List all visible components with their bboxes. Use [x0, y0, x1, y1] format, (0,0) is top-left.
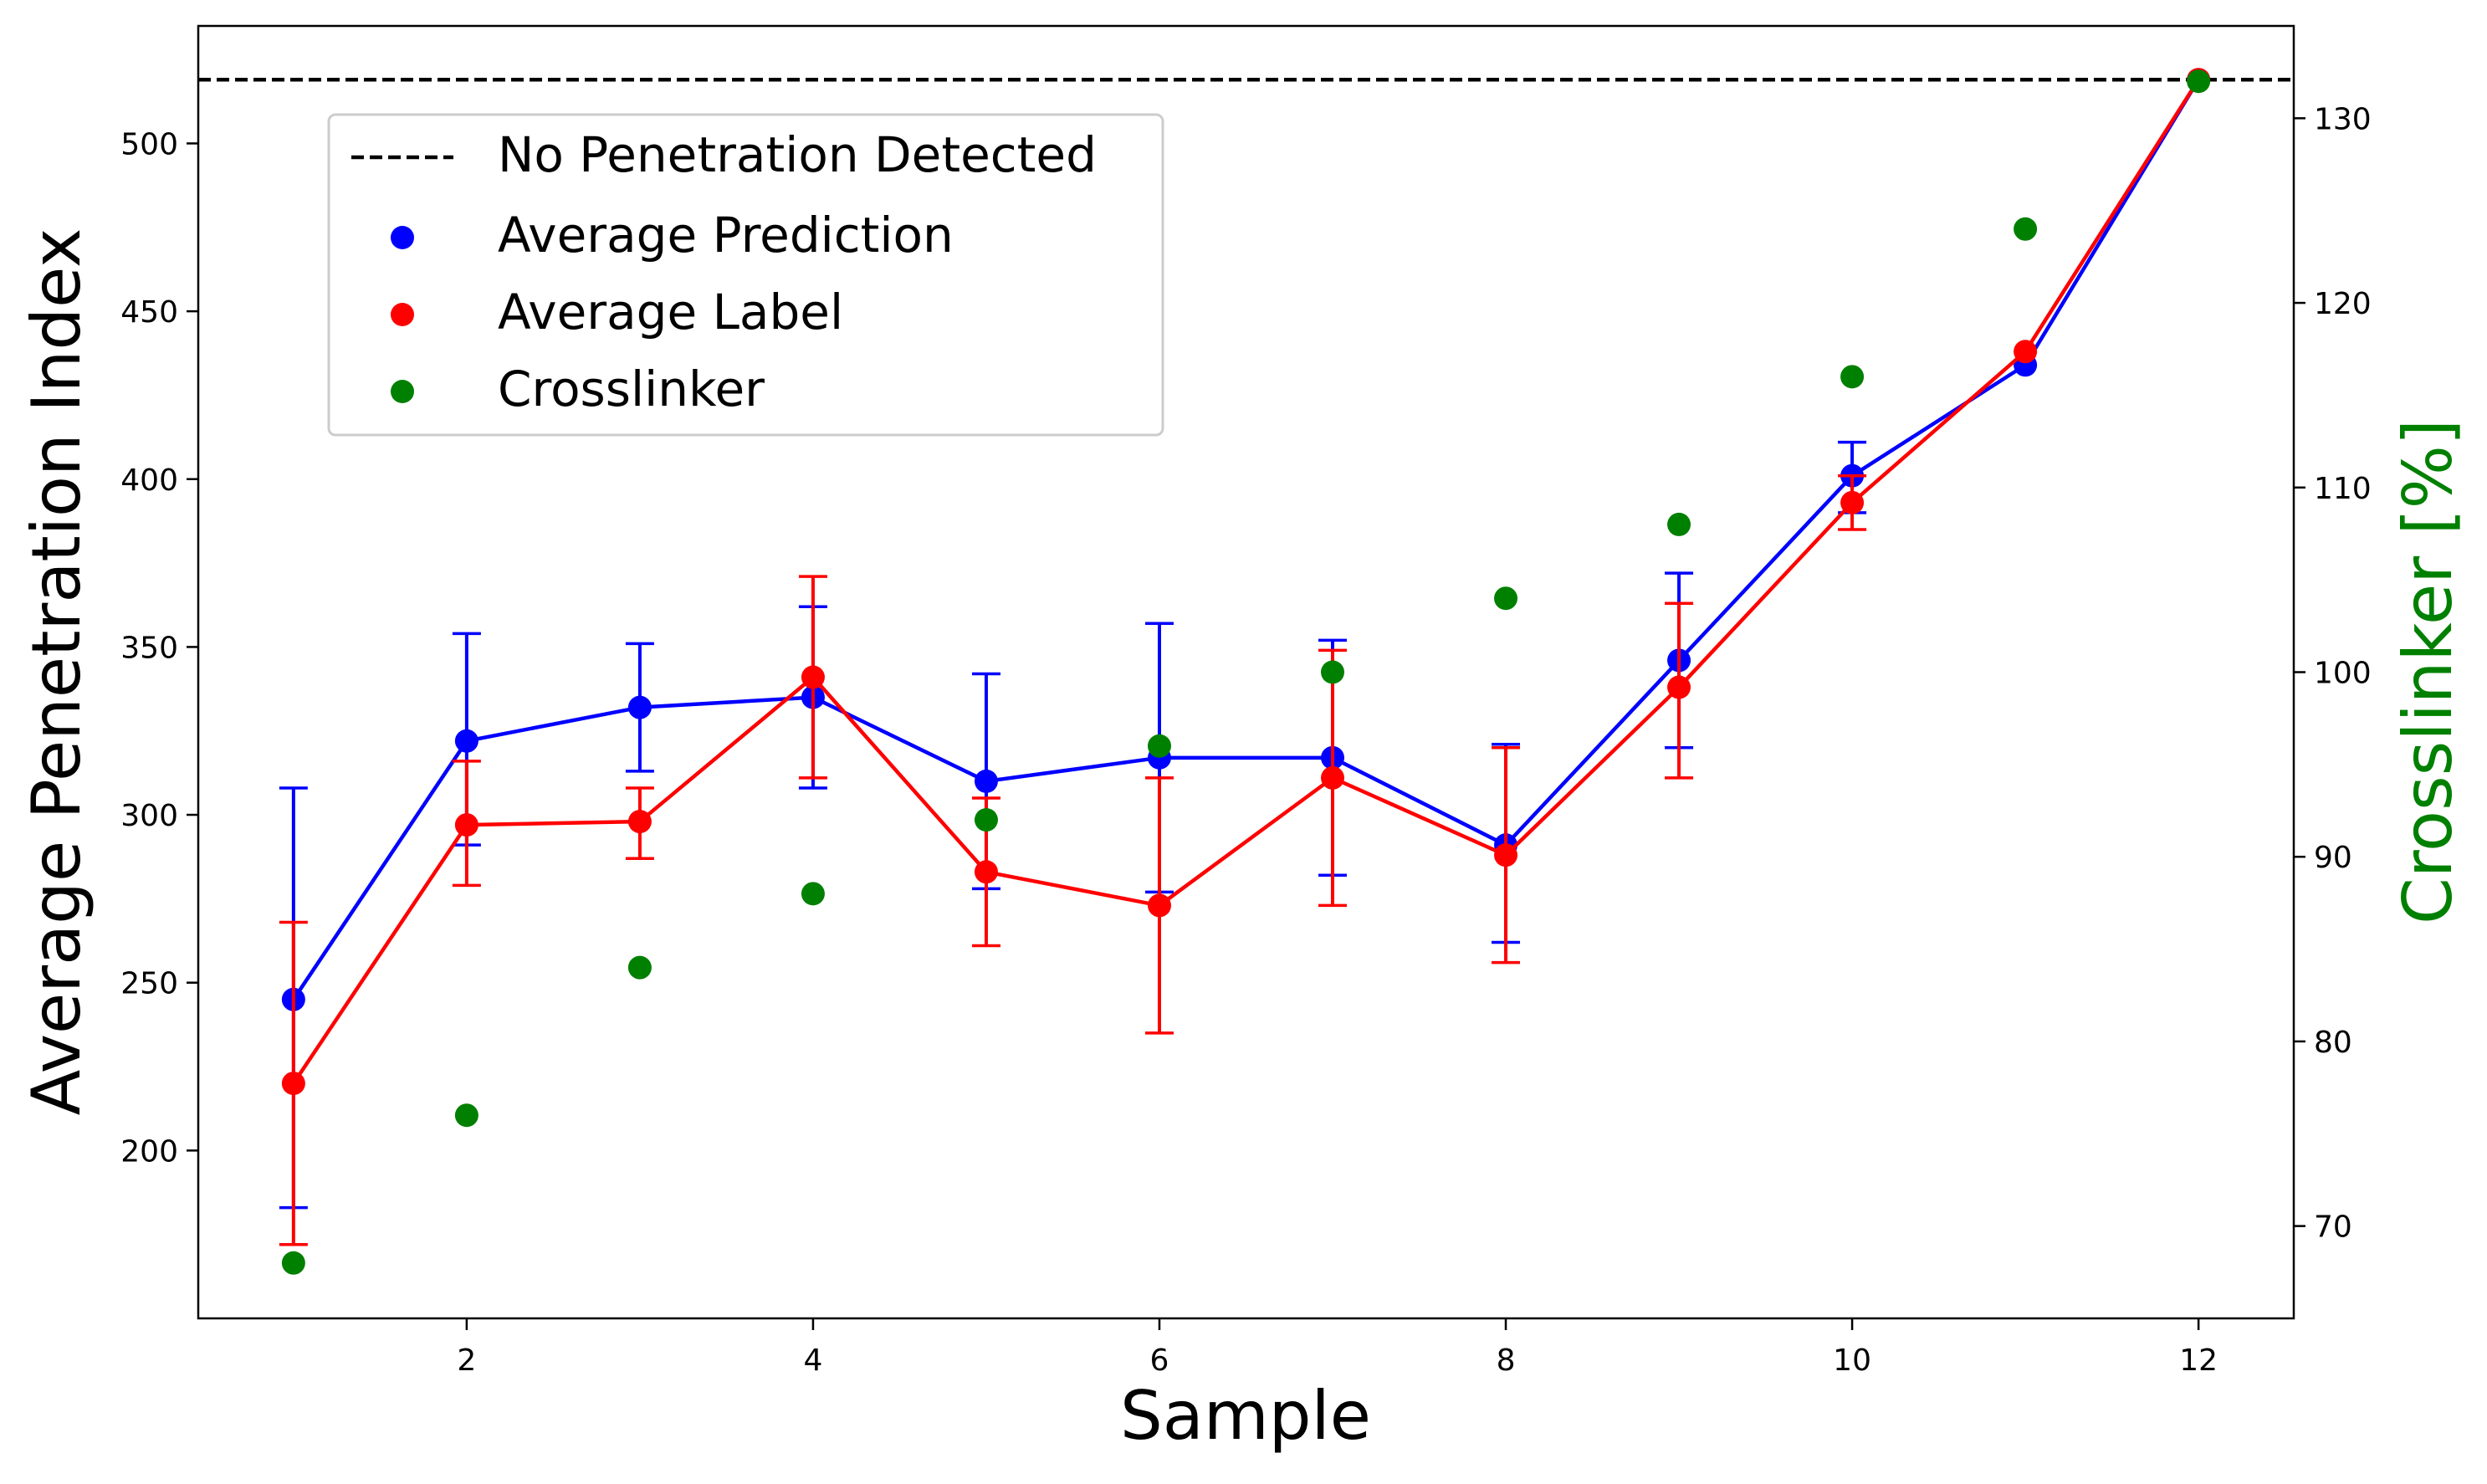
point-crosslinker: [1494, 586, 1518, 611]
x-tick-label: 8: [1497, 1343, 1516, 1378]
y2-tick-label: 90: [2314, 841, 2352, 875]
point-crosslinker: [1667, 512, 1691, 536]
y2-tick-label: 120: [2314, 287, 2372, 321]
legend-label-prediction: Average Prediction: [498, 207, 954, 264]
legend-label-no-penetration: No Penetration Detected: [498, 126, 1097, 183]
point-label: [454, 813, 478, 837]
point-label: [627, 810, 652, 834]
y-ticks: 200 250 300 350 400 450 500: [120, 127, 198, 1169]
legend-box: [327, 113, 1164, 437]
point-crosslinker: [1840, 365, 1865, 389]
legend-swatch-prediction: [391, 226, 414, 249]
y-tick-label: 200: [120, 1134, 178, 1169]
point-crosslinker: [1147, 734, 1171, 758]
y2-tick-label: 80: [2314, 1026, 2352, 1060]
y-tick-label: 350: [120, 631, 178, 665]
point-label: [801, 665, 825, 689]
point-label: [1321, 765, 1345, 790]
x-tick-label: 6: [1150, 1343, 1169, 1378]
point-label: [1147, 893, 1171, 918]
series-line-label: [291, 78, 2201, 1085]
legend-swatch-label: [391, 303, 414, 326]
legend-swatch-crosslinker: [391, 380, 414, 403]
legend-label-label: Average Label: [498, 284, 843, 340]
x-ticks: 2 4 6 8 10 12: [457, 1318, 2218, 1378]
point-crosslinker: [454, 1103, 478, 1128]
point-prediction: [627, 695, 652, 719]
legend: No Penetration Detected Average Predicti…: [327, 113, 1164, 437]
x-tick-label: 12: [2179, 1343, 2218, 1378]
y-tick-label: 300: [120, 799, 178, 833]
point-crosslinker: [627, 955, 652, 980]
y-tick-label: 500: [120, 127, 178, 161]
y-tick-label: 400: [120, 463, 178, 498]
legend-label-crosslinker: Crosslinker: [498, 361, 765, 417]
point-crosslinker: [281, 1251, 305, 1275]
y2-tick-label: 110: [2314, 472, 2372, 506]
y2-tick-label: 70: [2314, 1210, 2352, 1245]
y-axis-label: Average Penetration Index: [18, 228, 95, 1116]
point-label: [2014, 340, 2038, 364]
point-crosslinker: [801, 882, 825, 906]
x-tick-label: 4: [803, 1343, 822, 1378]
point-prediction: [974, 769, 998, 793]
point-label: [974, 860, 998, 884]
point-crosslinker: [1321, 660, 1345, 684]
x-tick-label: 10: [1833, 1343, 1871, 1378]
x-tick-label: 2: [457, 1343, 476, 1378]
point-label: [1667, 675, 1691, 699]
point-crosslinker: [2014, 217, 2038, 241]
chart-marks: [198, 68, 2294, 1275]
point-label: [1494, 843, 1518, 867]
point-crosslinker: [2187, 69, 2211, 94]
y2-ticks: 70 80 90 100 110 120 130: [2294, 102, 2372, 1245]
y-tick-label: 450: [120, 295, 178, 330]
point-prediction: [454, 729, 478, 753]
point-crosslinker: [974, 808, 998, 832]
point-label: [281, 1072, 305, 1096]
y2-tick-label: 130: [2314, 102, 2372, 136]
y2-tick-label: 100: [2314, 657, 2372, 691]
point-label: [1840, 490, 1865, 514]
x-axis-label: Sample: [1120, 1377, 1371, 1455]
y-tick-label: 250: [120, 967, 178, 1001]
y2-axis-label: Crosslinker [%]: [2389, 419, 2467, 924]
series-line-prediction: [291, 79, 2201, 1001]
